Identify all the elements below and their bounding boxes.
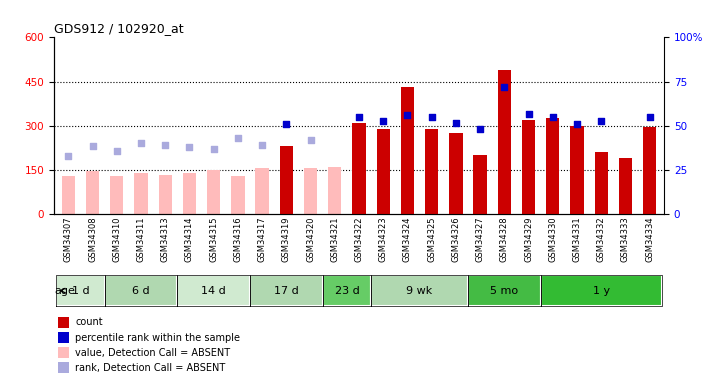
Text: 1 d: 1 d bbox=[72, 286, 89, 296]
Point bbox=[87, 143, 98, 149]
Bar bbox=[595, 168, 608, 214]
Bar bbox=[468, 275, 541, 306]
Bar bbox=[304, 168, 317, 214]
Bar bbox=[353, 123, 365, 214]
Bar bbox=[280, 167, 293, 214]
Bar bbox=[322, 275, 371, 306]
Bar bbox=[159, 175, 172, 214]
Bar bbox=[183, 172, 196, 214]
Point bbox=[450, 120, 462, 126]
Bar bbox=[425, 129, 438, 214]
Bar bbox=[498, 70, 511, 214]
Point bbox=[62, 153, 74, 159]
Bar bbox=[231, 176, 245, 214]
Point bbox=[208, 146, 220, 152]
Bar bbox=[110, 176, 123, 214]
Point bbox=[572, 121, 583, 127]
Text: 23 d: 23 d bbox=[335, 286, 359, 296]
Bar bbox=[619, 158, 632, 214]
Text: 17 d: 17 d bbox=[274, 286, 299, 296]
Bar bbox=[58, 317, 69, 328]
Point bbox=[401, 112, 413, 118]
Point bbox=[475, 126, 486, 132]
Bar bbox=[56, 275, 105, 306]
Bar bbox=[371, 275, 468, 306]
Point bbox=[281, 121, 292, 127]
Text: 1 y: 1 y bbox=[592, 286, 610, 296]
Bar bbox=[522, 120, 535, 214]
Text: age: age bbox=[55, 286, 75, 296]
Text: count: count bbox=[75, 317, 103, 327]
Bar bbox=[58, 332, 69, 343]
Bar bbox=[207, 170, 220, 214]
Bar bbox=[541, 275, 662, 306]
Bar bbox=[62, 176, 75, 214]
Bar bbox=[546, 118, 559, 214]
Point bbox=[159, 142, 171, 148]
Bar bbox=[401, 87, 414, 214]
Point bbox=[498, 84, 510, 90]
Bar bbox=[643, 127, 656, 214]
Text: 5 mo: 5 mo bbox=[490, 286, 518, 296]
Text: 9 wk: 9 wk bbox=[406, 286, 433, 296]
Bar bbox=[595, 152, 608, 214]
Bar bbox=[473, 155, 487, 214]
Point bbox=[135, 140, 146, 146]
Bar bbox=[328, 167, 342, 214]
Text: rank, Detection Call = ABSENT: rank, Detection Call = ABSENT bbox=[75, 363, 225, 373]
Point bbox=[184, 144, 195, 150]
Bar bbox=[177, 275, 250, 306]
Text: GDS912 / 102920_at: GDS912 / 102920_at bbox=[54, 22, 184, 35]
Bar bbox=[449, 133, 462, 214]
Point bbox=[256, 142, 268, 148]
Bar bbox=[58, 347, 69, 358]
Point bbox=[644, 114, 656, 120]
Point bbox=[111, 148, 123, 154]
Bar bbox=[280, 146, 293, 214]
Bar bbox=[58, 362, 69, 373]
Point bbox=[426, 114, 437, 120]
Point bbox=[547, 114, 559, 120]
Text: 14 d: 14 d bbox=[201, 286, 226, 296]
Text: value, Detection Call = ABSENT: value, Detection Call = ABSENT bbox=[75, 348, 230, 358]
Point bbox=[232, 135, 243, 141]
Point bbox=[305, 137, 317, 143]
Point bbox=[523, 111, 534, 117]
Bar bbox=[105, 275, 177, 306]
Bar bbox=[256, 168, 269, 214]
Text: 6 d: 6 d bbox=[132, 286, 150, 296]
Point bbox=[353, 114, 365, 120]
Bar bbox=[376, 129, 390, 214]
Bar bbox=[570, 126, 584, 214]
Bar bbox=[250, 275, 322, 306]
Point bbox=[595, 118, 607, 124]
Point bbox=[378, 118, 389, 124]
Text: percentile rank within the sample: percentile rank within the sample bbox=[75, 333, 241, 343]
Bar bbox=[86, 171, 99, 214]
Bar bbox=[134, 172, 148, 214]
